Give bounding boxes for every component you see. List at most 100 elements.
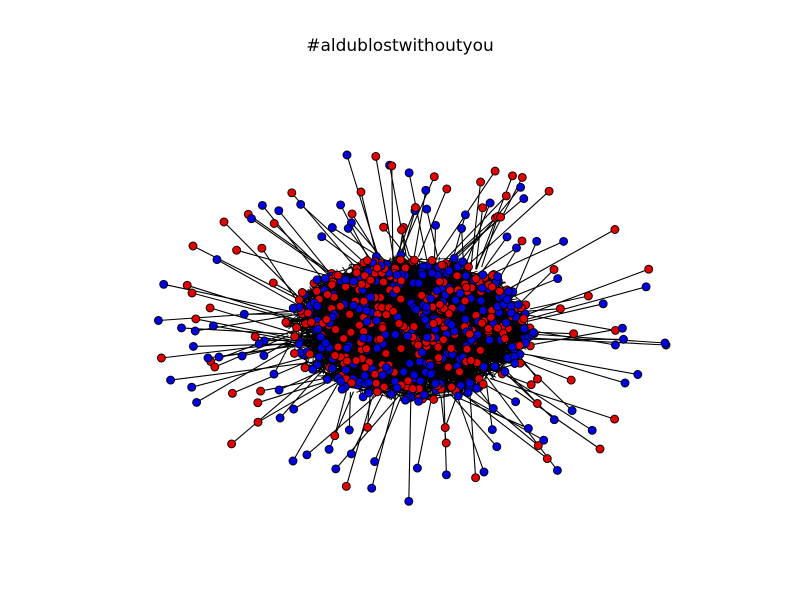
graph-edge <box>306 388 385 456</box>
blue-node <box>403 331 413 341</box>
red-node <box>182 280 192 290</box>
red-node <box>389 306 398 316</box>
graph-edge <box>408 172 430 273</box>
graph-edge <box>261 205 328 285</box>
blue-node <box>358 333 368 343</box>
red-node <box>379 382 389 392</box>
graph-edge <box>516 269 555 307</box>
red-node <box>351 356 361 366</box>
blue-node <box>460 210 470 220</box>
blue-node <box>506 308 516 318</box>
red-node <box>478 379 488 389</box>
blue-node <box>500 367 510 377</box>
red-node <box>250 332 260 342</box>
red-node <box>433 342 443 352</box>
red-node <box>533 374 542 384</box>
blue-node <box>519 324 529 334</box>
blue-node <box>478 270 488 280</box>
red-node <box>379 222 389 232</box>
red-node <box>322 290 332 300</box>
graph-edge <box>278 369 325 391</box>
blue-node <box>488 403 498 413</box>
graph-edge <box>192 245 301 301</box>
red-node <box>322 315 332 324</box>
red-node <box>455 367 464 377</box>
blue-node <box>487 425 497 435</box>
blue-node <box>549 415 559 425</box>
blue-node <box>362 317 372 327</box>
blue-node <box>422 204 432 214</box>
red-node <box>437 260 447 270</box>
red-node <box>269 219 279 228</box>
blue-node <box>320 273 330 283</box>
graph-edge <box>400 229 410 257</box>
red-node <box>227 388 237 398</box>
blue-node <box>553 274 563 284</box>
blue-node <box>336 200 346 210</box>
red-node <box>542 454 552 464</box>
red-node <box>347 209 357 219</box>
red-node <box>493 323 503 333</box>
blue-node <box>312 301 322 311</box>
graph-edge <box>418 338 466 402</box>
red-node <box>366 275 376 285</box>
blue-node <box>476 296 486 306</box>
blue-node <box>259 351 269 360</box>
red-node <box>392 285 402 295</box>
red-node <box>281 317 291 327</box>
blue-node <box>420 315 430 325</box>
red-node <box>396 344 406 353</box>
red-node <box>375 334 385 344</box>
blue-node <box>512 243 521 253</box>
red-node <box>330 431 340 441</box>
red-node <box>335 301 345 311</box>
graph-edge <box>475 207 484 270</box>
graph-edge <box>461 312 530 386</box>
graph-edge <box>506 268 649 323</box>
red-node <box>232 245 242 255</box>
blue-node <box>288 456 298 466</box>
red-node <box>352 268 362 278</box>
graph-edge <box>426 208 439 257</box>
graph-edge <box>485 381 493 430</box>
red-node <box>517 236 527 246</box>
blue-node <box>465 378 475 388</box>
red-node <box>549 265 559 274</box>
red-node <box>443 362 453 372</box>
blue-node <box>316 332 326 342</box>
blue-node <box>366 292 376 302</box>
red-node <box>372 263 382 273</box>
red-node <box>460 296 470 306</box>
red-node <box>156 353 166 363</box>
red-node <box>435 277 445 287</box>
blue-node <box>177 323 186 333</box>
red-node <box>333 270 343 280</box>
blue-node <box>502 295 512 305</box>
graph-edge <box>507 286 647 326</box>
blue-node <box>327 363 337 373</box>
blue-node <box>269 369 279 379</box>
blue-node <box>490 362 500 371</box>
blue-node <box>472 383 482 393</box>
blue-node <box>441 470 451 480</box>
red-node <box>477 318 487 328</box>
blue-node <box>308 364 318 374</box>
blue-node <box>341 365 351 375</box>
blue-node <box>460 314 470 324</box>
graph-edge <box>490 369 532 386</box>
red-node <box>339 334 349 343</box>
graph-edge <box>346 154 381 263</box>
blue-node <box>411 305 421 315</box>
blue-node <box>409 370 419 380</box>
blue-node <box>364 388 374 398</box>
blue-node <box>447 320 457 330</box>
blue-node <box>390 330 400 340</box>
red-node <box>495 286 505 296</box>
blue-node <box>314 352 324 362</box>
graph-edge <box>529 333 666 344</box>
blue-node <box>427 268 437 278</box>
red-node <box>566 375 576 385</box>
blue-node <box>587 425 597 435</box>
graph-edge <box>464 190 550 269</box>
